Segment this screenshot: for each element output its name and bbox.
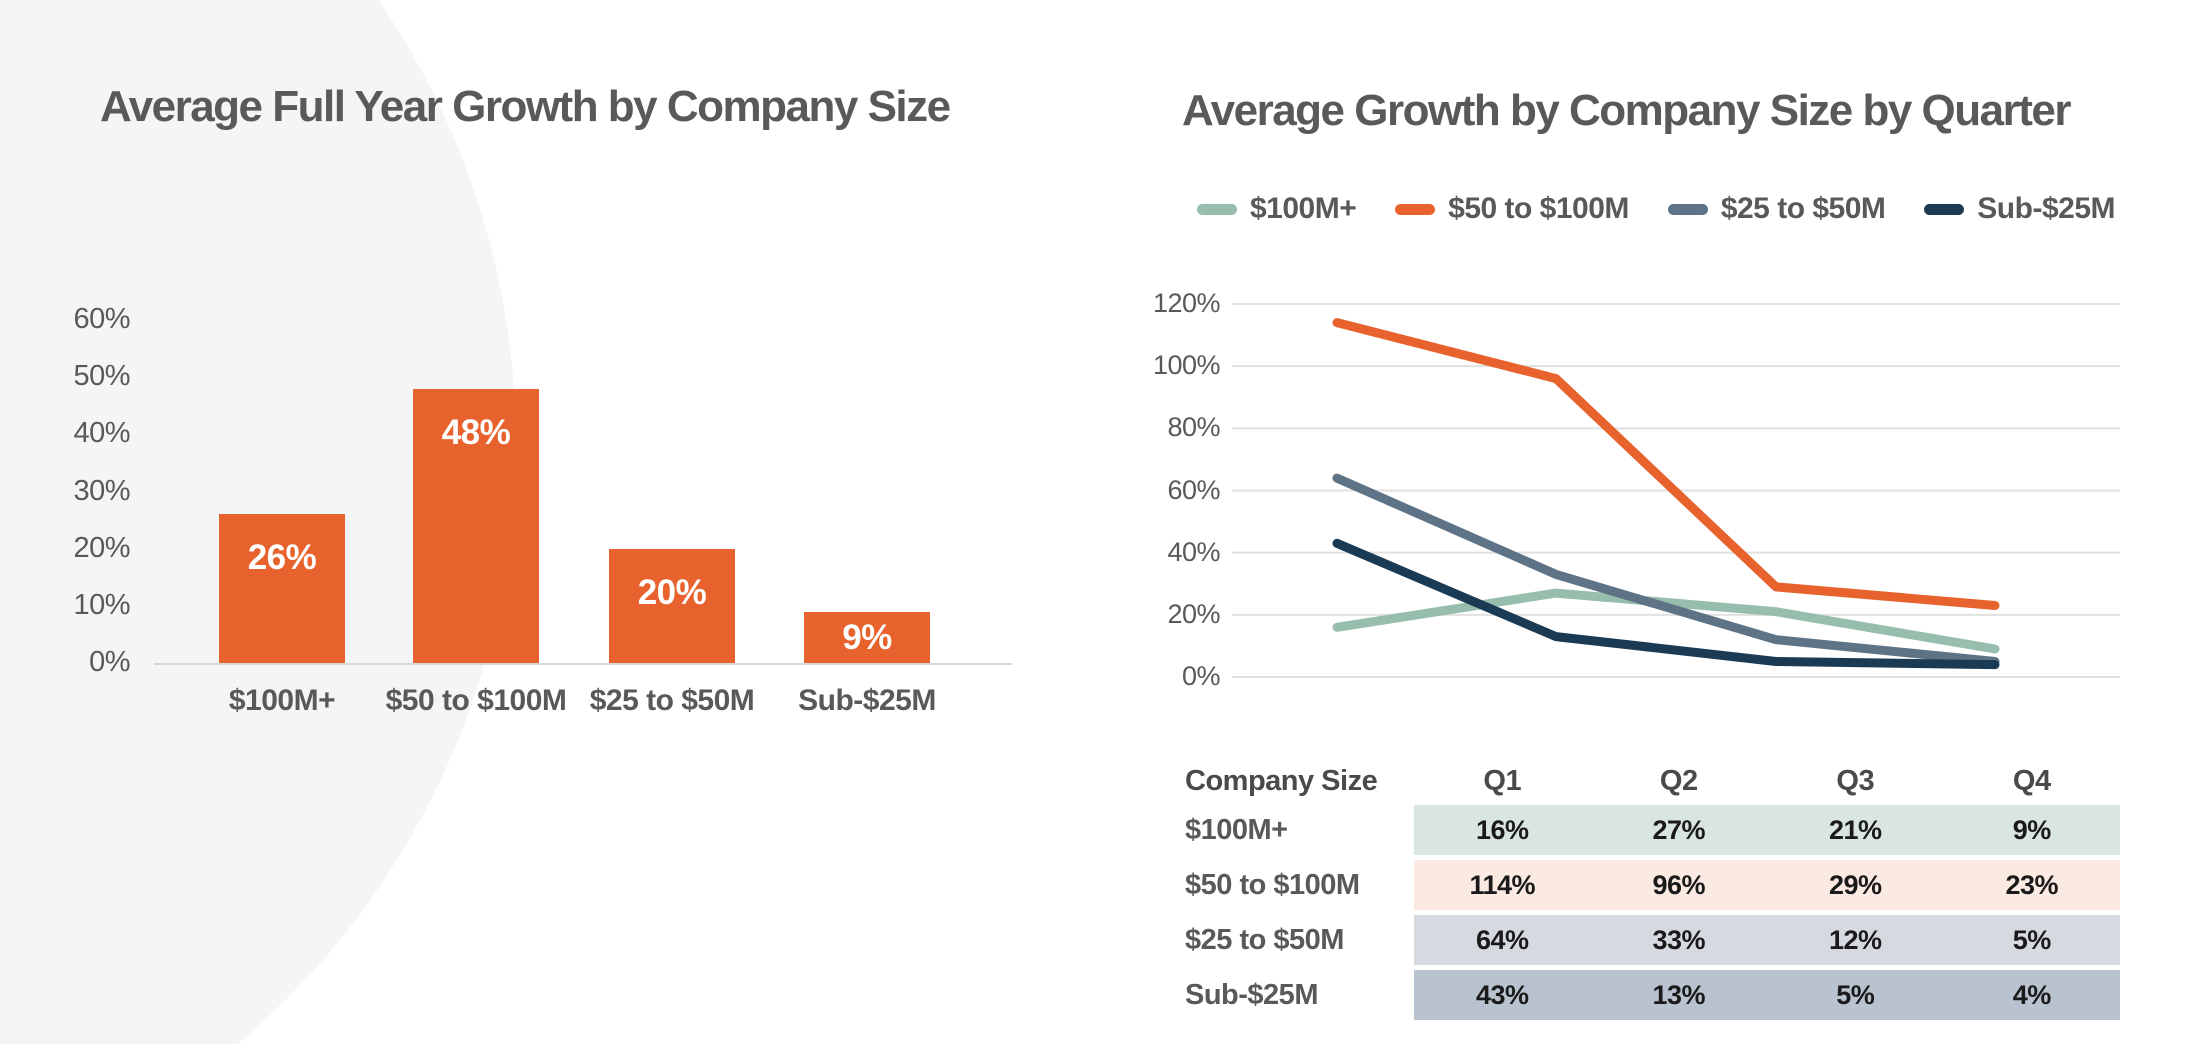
- bar-value-label: 48%: [441, 413, 511, 452]
- legend-label: $25 to $50M: [1720, 192, 1886, 225]
- table-value-cell: 13%: [1652, 979, 1706, 1010]
- legend-swatch-icon: [1924, 203, 1965, 215]
- bar: 48%: [413, 389, 539, 663]
- bar-y-tick-label: 60%: [73, 303, 130, 335]
- bar-y-tick-label: 50%: [73, 360, 130, 393]
- bar-y-tick-label: 0%: [89, 646, 130, 678]
- legend-swatch-icon: [1197, 203, 1237, 215]
- table-row-strip: 43% 13% 5% 4%: [1414, 970, 2120, 1020]
- line-y-tick-label: 0%: [1181, 661, 1221, 691]
- legend-item: Sub-$25M: [1924, 192, 2115, 226]
- table-value-cell: 16%: [1475, 814, 1529, 845]
- legend-label: $100M+: [1250, 192, 1357, 225]
- line-y-tick-label: 80%: [1167, 412, 1220, 443]
- table-header-quarter: Q4: [2012, 764, 2051, 797]
- line-y-tick-label: 120%: [1152, 288, 1221, 318]
- line-chart-plot-area: [1232, 303, 2120, 678]
- bar: 26%: [219, 514, 345, 663]
- table-row: $25 to $50M 64% 33% 12% 5%: [1185, 915, 2120, 965]
- series-line: [1332, 473, 2000, 666]
- table-value-cell: 4%: [2012, 979, 2052, 1010]
- table-row-label: $25 to $50M: [1185, 923, 1344, 956]
- table-value-cell: 96%: [1652, 869, 1706, 900]
- table-header-quarter: Q1: [1483, 764, 1522, 797]
- quarterly-growth-table: Company Size Q1 Q2 Q3 Q4 $100M+ 16% 27% 21% 9% $50…: [1185, 762, 2120, 1020]
- table-value-cell: 29%: [1828, 869, 1882, 900]
- table-header-company-size: Company Size: [1185, 764, 1378, 797]
- bar: 20%: [609, 549, 735, 663]
- bar-category-label: $50 to $100M: [385, 684, 567, 717]
- table-row-strip: 64% 33% 12% 5%: [1414, 915, 2120, 965]
- table-value-cell: 43%: [1475, 979, 1529, 1010]
- bar-value-label: 9%: [842, 617, 892, 657]
- table-value-cell: 114%: [1469, 869, 1536, 900]
- legend-swatch-icon: [1667, 203, 1708, 215]
- bar-category-label: $25 to $50M: [589, 684, 755, 717]
- legend-swatch-icon: [1395, 203, 1436, 215]
- table-value-cell: 23%: [2005, 869, 2059, 900]
- line-y-tick-label: 40%: [1167, 536, 1220, 567]
- bar-chart-x-axis-line: [154, 663, 1012, 665]
- table-value-cell: 5%: [1836, 979, 1875, 1010]
- table-value-cell: 64%: [1475, 924, 1529, 955]
- line-y-tick-label: 60%: [1167, 474, 1220, 505]
- line-chart-legend: $100M+ $50 to $100M $25 to $50M Sub-$25M: [1197, 189, 2115, 229]
- line-y-tick-label: 100%: [1152, 350, 1221, 381]
- bar-chart-title: Average Full Year Growth by Company Size: [100, 82, 951, 131]
- legend-label: Sub-$25M: [1977, 192, 2115, 225]
- table-row-label: Sub-$25M: [1185, 978, 1318, 1011]
- bar-chart-plot-area: 26% 48% 20% 9%: [154, 320, 1012, 665]
- bar-y-tick-label: 10%: [73, 588, 130, 621]
- table-header-quarter: Q3: [1836, 764, 1875, 797]
- table-row: $50 to $100M 114% 96% 29% 23%: [1185, 860, 2120, 910]
- table-row-label: $50 to $100M: [1185, 868, 1360, 901]
- legend-item: $50 to $100M: [1395, 192, 1629, 226]
- table-value-cell: 9%: [2012, 814, 2052, 845]
- legend-item: $100M+: [1197, 192, 1357, 226]
- legend-label: $50 to $100M: [1448, 192, 1629, 225]
- series-line: [1332, 318, 2000, 610]
- table-row: Sub-$25M 43% 13% 5% 4%: [1185, 970, 2120, 1020]
- legend-item: $25 to $50M: [1667, 192, 1886, 226]
- table-row-strip: 114% 96% 29% 23%: [1414, 860, 2120, 910]
- bar: 9%: [804, 612, 930, 663]
- series-line: [1332, 538, 2000, 670]
- bar-y-tick-label: 40%: [73, 417, 130, 450]
- bar-category-label: $100M+: [228, 684, 336, 717]
- line-y-tick-label: 20%: [1167, 598, 1220, 629]
- table-row-label: $100M+: [1185, 813, 1288, 846]
- table-value-cell: 5%: [2012, 924, 2052, 955]
- table-value-cell: 21%: [1828, 814, 1882, 845]
- bar-category-label: Sub-$25M: [798, 684, 936, 717]
- table-header-quarter: Q2: [1659, 764, 1698, 797]
- table-row-strip: 16% 27% 21% 9%: [1414, 805, 2120, 855]
- bar-value-label: 20%: [637, 573, 707, 612]
- table-header-row: Company Size Q1 Q2 Q3 Q4: [1185, 762, 2120, 800]
- bar-y-tick-label: 30%: [73, 474, 130, 507]
- table-value-cell: 33%: [1652, 924, 1706, 955]
- table-value-cell: 27%: [1652, 814, 1706, 845]
- table-value-cell: 12%: [1828, 924, 1882, 955]
- bar-y-tick-label: 20%: [73, 531, 130, 564]
- bar-value-label: 26%: [247, 538, 317, 577]
- line-chart-title: Average Growth by Company Size by Quarte…: [1182, 86, 2072, 135]
- table-row: $100M+ 16% 27% 21% 9%: [1185, 805, 2120, 855]
